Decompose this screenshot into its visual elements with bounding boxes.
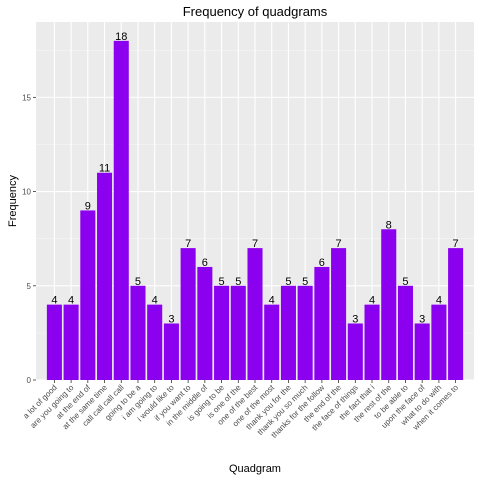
data-label: 3 xyxy=(352,313,358,325)
bar xyxy=(113,40,129,381)
bar xyxy=(214,285,230,380)
data-label: 11 xyxy=(99,163,110,175)
data-label: 18 xyxy=(115,31,127,43)
bar xyxy=(448,248,464,380)
data-label: 5 xyxy=(135,276,141,288)
x-axis-title: Quadgram xyxy=(229,463,281,475)
chart-title: Frequency of quadgrams xyxy=(183,4,328,19)
bar xyxy=(147,304,163,380)
data-label: 7 xyxy=(453,238,459,250)
bars xyxy=(46,40,464,381)
data-label: 3 xyxy=(168,313,174,325)
data-label: 5 xyxy=(302,276,308,288)
data-label: 5 xyxy=(235,276,241,288)
bar xyxy=(381,229,397,380)
data-label: 5 xyxy=(219,276,225,288)
bar xyxy=(80,210,96,380)
bar xyxy=(180,248,196,380)
data-label: 4 xyxy=(369,295,375,307)
bar xyxy=(63,304,79,380)
data-label: 8 xyxy=(386,219,392,231)
bar xyxy=(247,248,263,380)
bar xyxy=(364,304,380,380)
y-tick-label: 15 xyxy=(22,93,31,102)
data-label: 6 xyxy=(319,257,325,269)
bar xyxy=(280,285,296,380)
bar xyxy=(431,304,447,380)
bar xyxy=(397,285,413,380)
bar xyxy=(46,304,62,380)
bar xyxy=(314,266,330,380)
y-axis-title: Frequency xyxy=(7,175,19,227)
bar xyxy=(230,285,246,380)
data-label: 5 xyxy=(285,276,291,288)
bar xyxy=(130,285,146,380)
data-label: 6 xyxy=(202,257,208,269)
bar xyxy=(414,323,430,380)
bar xyxy=(163,323,179,380)
data-label: 4 xyxy=(436,295,442,307)
bar xyxy=(264,304,280,380)
data-label: 3 xyxy=(419,313,425,325)
y-tick-label: 10 xyxy=(22,188,31,197)
y-tick-label: 0 xyxy=(27,376,32,385)
data-label: 7 xyxy=(336,238,342,250)
data-label: 7 xyxy=(252,238,258,250)
y-tick-label: 5 xyxy=(27,282,32,291)
data-label: 9 xyxy=(85,200,91,212)
bar xyxy=(347,323,363,380)
y-axis-ticks: 0 5 10 15 xyxy=(22,93,36,385)
data-label: 4 xyxy=(51,295,57,307)
data-label: 4 xyxy=(68,295,74,307)
bar xyxy=(297,285,313,380)
bar xyxy=(331,248,347,380)
data-label: 5 xyxy=(402,276,408,288)
bar xyxy=(97,172,113,380)
bar xyxy=(197,266,213,380)
data-label: 7 xyxy=(185,238,191,250)
data-label: 4 xyxy=(269,295,275,307)
data-label: 4 xyxy=(152,295,158,307)
